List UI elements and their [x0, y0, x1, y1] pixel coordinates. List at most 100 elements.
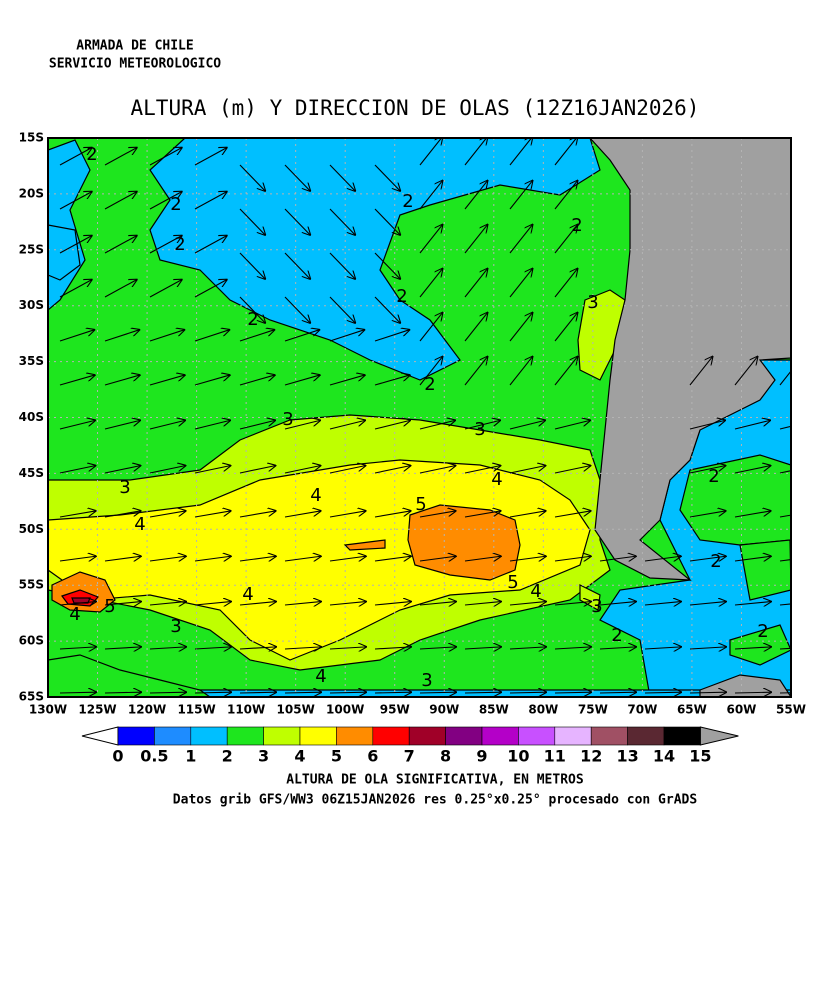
wave-arrow — [554, 313, 577, 342]
lon-label: 80W — [528, 703, 558, 717]
wave-arrow — [194, 236, 227, 254]
colorbar-tick-label: 14 — [653, 747, 675, 766]
wave-arrow — [689, 692, 726, 693]
lon-label: 110W — [227, 703, 265, 717]
wave-arrow — [59, 466, 95, 474]
region — [48, 224, 81, 281]
colorbar-box — [554, 726, 592, 746]
wave-arrow — [104, 236, 137, 254]
wave-arrow — [284, 252, 310, 279]
wave-arrow — [59, 420, 95, 430]
wave-arrow — [734, 556, 771, 561]
plot-frame — [47, 137, 792, 698]
wave-arrow — [194, 420, 230, 430]
colorbar-tick-label: 10 — [507, 747, 529, 766]
wave-arrow — [509, 511, 545, 518]
contour-label: 5 — [104, 596, 115, 617]
wave-arrow — [59, 330, 94, 342]
wave-arrow — [419, 357, 442, 386]
wave-arrow — [149, 375, 185, 386]
contour-label: 5 — [415, 494, 426, 515]
wave-arrow — [104, 556, 141, 561]
wave-arrow — [554, 181, 577, 210]
wave-arrow — [464, 466, 500, 474]
wave-arrow — [194, 602, 231, 605]
land — [589, 138, 791, 581]
colorbar-tick-label: 13 — [616, 747, 638, 766]
wave-arrow — [104, 192, 137, 210]
wave-arrow — [104, 692, 141, 693]
header-line: ARMADA DE CHILE — [76, 39, 193, 54]
wave-arrow — [239, 296, 265, 323]
wave-arrow — [689, 556, 726, 561]
lon-label: 125W — [78, 703, 116, 717]
contour-label: 4 — [530, 581, 541, 602]
contour-label: 2 — [757, 621, 768, 642]
wave-arrow — [374, 420, 410, 430]
wave-arrow — [374, 647, 411, 649]
lon-label: 60W — [726, 703, 756, 717]
wave-arrow — [284, 466, 320, 474]
contour-label: 3 — [474, 419, 485, 440]
wave-arrow — [464, 225, 487, 254]
colorbar-tick-label: 3 — [258, 747, 269, 766]
wave-arrow — [59, 647, 96, 649]
wave-arrow — [374, 330, 409, 342]
colorbar-box — [299, 726, 337, 746]
colorbar-box — [154, 726, 192, 746]
wave-arrow — [419, 313, 442, 342]
colorbar-tick-label: 1 — [185, 747, 196, 766]
wave-arrow — [329, 647, 366, 649]
wave-arrow — [374, 466, 410, 474]
wave-arrow — [149, 192, 182, 210]
contour-label: 3 — [119, 477, 130, 498]
wave-arrow — [329, 556, 366, 561]
wave-arrow — [284, 296, 310, 323]
wave-arrow — [329, 330, 364, 342]
wave-arrow — [644, 647, 681, 649]
colorbar-tick-label: 2 — [222, 747, 233, 766]
wave-arrow — [419, 269, 442, 298]
wave-arrow — [239, 692, 276, 693]
wave-arrow — [464, 357, 487, 386]
wave-arrow — [329, 466, 365, 474]
contour-label: 2 — [611, 625, 622, 646]
lon-label: 115W — [177, 703, 215, 717]
wave-arrow — [149, 420, 185, 430]
lon-label: 70W — [627, 703, 657, 717]
wave-arrow — [374, 511, 410, 518]
contour-label: 4 — [491, 469, 502, 490]
contour-label: 2 — [396, 286, 407, 307]
wave-arrow — [599, 647, 636, 649]
wave-arrow — [284, 164, 310, 191]
wave-arrow — [149, 280, 182, 298]
colorbar-tick-label: 9 — [476, 747, 487, 766]
wave-arrow — [329, 296, 355, 323]
contour-label: 3 — [282, 409, 293, 430]
contour-label: 2 — [424, 374, 435, 395]
wave-arrow — [644, 692, 681, 693]
wave-arrow — [194, 280, 227, 298]
lon-label: 120W — [128, 703, 166, 717]
contour-label: 2 — [247, 309, 258, 330]
map-title: ALTURA (m) Y DIRECCION DE OLAS (12Z16JAN… — [131, 96, 700, 120]
header-line: SERVICIO METEOROLOGICO — [49, 57, 221, 72]
wave-arrow — [689, 602, 726, 605]
colorbar-tick-label: 6 — [367, 747, 378, 766]
wave-arrow — [554, 556, 591, 561]
wave-arrow — [509, 269, 532, 298]
wave-arrow — [734, 647, 771, 649]
colorbar-box — [226, 726, 264, 746]
colorbar-box — [263, 726, 301, 746]
contour-label: 4 — [134, 514, 145, 535]
wave-arrow — [419, 602, 456, 605]
colorbar-box — [445, 726, 483, 746]
contour-label: 3 — [421, 670, 432, 691]
wave-arrow — [734, 420, 770, 430]
wave-arrow — [104, 647, 141, 649]
wave-arrow — [149, 236, 182, 254]
wave-arrow — [734, 357, 757, 386]
wave-arrow — [734, 511, 770, 518]
wave-arrow — [284, 692, 321, 693]
wave-arrow — [239, 602, 276, 605]
